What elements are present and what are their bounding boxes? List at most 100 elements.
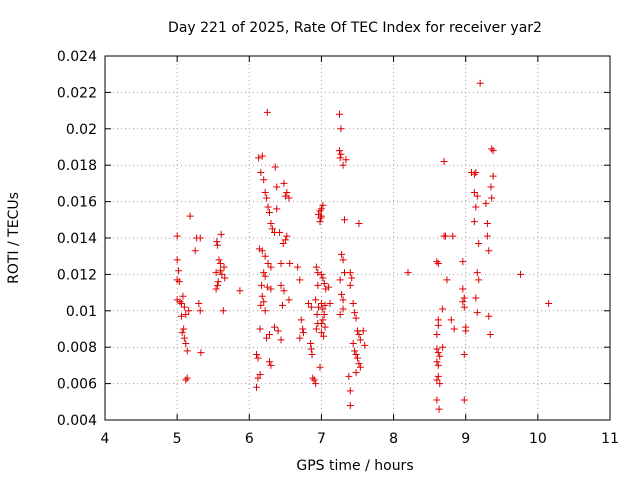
- data-point: [212, 269, 220, 277]
- data-point: [218, 270, 226, 278]
- data-point: [214, 278, 222, 286]
- data-point: [450, 325, 458, 333]
- data-point: [261, 252, 269, 260]
- data-point: [258, 292, 266, 300]
- data-point: [273, 205, 281, 213]
- data-point: [460, 303, 468, 311]
- data-point: [485, 247, 493, 255]
- data-points: [173, 79, 553, 413]
- data-point: [351, 347, 359, 355]
- data-point: [173, 256, 181, 264]
- data-point: [433, 376, 441, 384]
- data-point: [182, 310, 190, 318]
- data-point: [297, 316, 305, 324]
- data-point: [349, 340, 357, 348]
- data-point: [312, 296, 320, 304]
- data-point: [485, 312, 493, 320]
- data-point: [299, 329, 307, 337]
- data-point: [180, 303, 188, 311]
- data-point: [183, 347, 191, 355]
- data-point: [317, 329, 325, 337]
- data-point: [265, 209, 273, 217]
- y-tick-label: 0.004: [57, 413, 97, 429]
- data-point: [337, 125, 345, 133]
- y-tick-label: 0.024: [57, 49, 97, 65]
- data-point: [177, 312, 185, 320]
- x-axis-label: GPS time / hours: [296, 458, 413, 474]
- data-point: [351, 309, 359, 317]
- data-point: [349, 300, 357, 308]
- data-point: [254, 354, 262, 362]
- data-point: [322, 285, 330, 293]
- data-point: [483, 219, 491, 227]
- data-point: [460, 294, 468, 302]
- data-point: [319, 274, 327, 282]
- data-point: [462, 327, 470, 335]
- data-point: [326, 300, 334, 308]
- data-point: [325, 283, 333, 291]
- data-point: [196, 307, 204, 315]
- data-point: [355, 360, 363, 368]
- data-point: [214, 281, 222, 289]
- data-point: [265, 358, 273, 366]
- data-point: [482, 199, 490, 207]
- data-point: [436, 380, 444, 388]
- data-point: [339, 256, 347, 264]
- data-point: [356, 363, 364, 371]
- data-point: [352, 314, 360, 322]
- data-point: [307, 303, 315, 311]
- data-point: [317, 270, 325, 278]
- data-point: [459, 298, 467, 306]
- data-point: [256, 371, 264, 378]
- y-tick-label: 0.018: [57, 158, 97, 174]
- x-tick-label: 10: [529, 431, 547, 447]
- data-point: [317, 300, 325, 308]
- data-point: [335, 147, 343, 155]
- data-point: [314, 281, 322, 289]
- data-point: [221, 274, 229, 282]
- data-point: [258, 152, 266, 160]
- data-point: [260, 298, 268, 306]
- data-point: [473, 192, 481, 200]
- y-tick-label: 0.012: [57, 267, 97, 283]
- data-point: [307, 345, 315, 353]
- data-point: [317, 205, 325, 213]
- data-point: [182, 340, 190, 348]
- data-point: [299, 325, 307, 333]
- data-point: [459, 258, 467, 266]
- data-point: [439, 343, 447, 351]
- data-point: [320, 332, 328, 340]
- data-point: [321, 323, 329, 331]
- x-tick-label: 11: [601, 431, 619, 447]
- data-point: [182, 376, 190, 384]
- data-point: [346, 281, 354, 289]
- data-point: [486, 330, 494, 338]
- data-point: [472, 168, 480, 176]
- data-point: [267, 263, 275, 271]
- data-point: [443, 276, 451, 284]
- data-point: [319, 201, 327, 209]
- data-point: [186, 212, 194, 220]
- data-point: [315, 210, 323, 218]
- data-point: [359, 327, 367, 335]
- data-point: [433, 396, 441, 404]
- data-point: [316, 218, 324, 226]
- data-point: [176, 298, 184, 306]
- data-point: [261, 272, 269, 280]
- y-axis-label: ROTI / TECUs: [6, 192, 22, 284]
- data-point: [281, 192, 289, 200]
- data-point: [263, 283, 271, 291]
- data-point: [356, 336, 364, 344]
- data-point: [310, 376, 318, 384]
- data-point: [339, 161, 347, 169]
- y-tick-label: 0.02: [66, 122, 97, 138]
- data-point: [215, 256, 223, 264]
- data-point: [220, 263, 228, 271]
- data-point: [337, 150, 345, 158]
- data-point: [257, 168, 265, 176]
- data-point: [319, 305, 327, 313]
- data-point: [180, 325, 188, 333]
- data-point: [217, 230, 225, 238]
- data-point: [264, 259, 272, 267]
- data-point: [459, 285, 467, 293]
